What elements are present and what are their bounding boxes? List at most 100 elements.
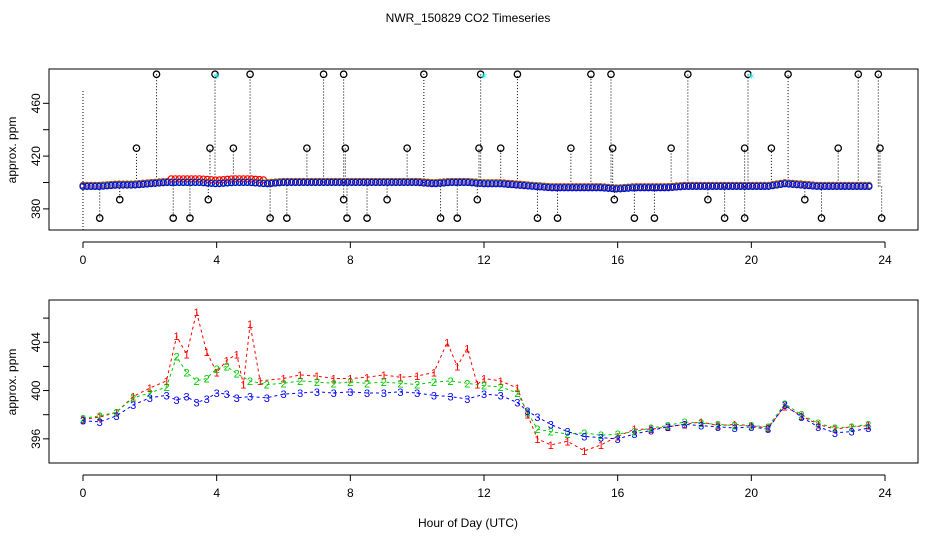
cyan-marker: * bbox=[748, 71, 754, 85]
series-3-point bbox=[396, 178, 404, 187]
series-3-point bbox=[348, 178, 356, 187]
series-3-point bbox=[749, 182, 757, 191]
series-3-point bbox=[263, 180, 272, 188]
flagged-point bbox=[784, 70, 792, 79]
series-3-point bbox=[452, 178, 460, 187]
series-3-point bbox=[520, 182, 528, 190]
flagged-point bbox=[186, 214, 194, 222]
series-3-point: 3 bbox=[464, 394, 470, 406]
flagged-point bbox=[211, 70, 219, 79]
series-3-point bbox=[352, 178, 360, 187]
series-3-point bbox=[588, 184, 596, 192]
series-2-point: 2 bbox=[748, 421, 754, 433]
series-3-point bbox=[484, 180, 492, 188]
series-3-point: 3 bbox=[331, 388, 337, 400]
series-3-point: 3 bbox=[865, 423, 871, 435]
x-tick-label: 8 bbox=[347, 253, 354, 267]
series-3-point bbox=[789, 180, 797, 189]
series-3-point bbox=[420, 179, 428, 187]
flagged-point bbox=[204, 195, 213, 204]
series-3-point bbox=[737, 182, 745, 191]
bottom-y-axis-label: approx. ppm bbox=[5, 349, 19, 416]
series-3-point bbox=[805, 182, 813, 190]
y-tick-label: 404 bbox=[29, 332, 43, 352]
series-1-point: 1 bbox=[147, 383, 153, 395]
series-3-point bbox=[616, 185, 624, 193]
series-1-point: 1 bbox=[347, 373, 353, 385]
series-3-point bbox=[668, 183, 677, 192]
flagged-point bbox=[339, 70, 348, 79]
series-2-point: 2 bbox=[214, 364, 220, 376]
flagged-point bbox=[817, 214, 826, 222]
series-3-point bbox=[757, 182, 765, 191]
series-3-point bbox=[600, 184, 608, 192]
series-3-point bbox=[356, 178, 364, 187]
series-1-point: 1 bbox=[514, 383, 520, 395]
series-1-point: 1 bbox=[431, 367, 437, 379]
series-1-point: 1 bbox=[364, 372, 370, 384]
series-3-point bbox=[83, 182, 91, 191]
series-3-point bbox=[291, 178, 300, 187]
series-3-point bbox=[139, 180, 147, 188]
x-tick-label: 20 bbox=[745, 253, 759, 267]
series-1-point: 1 bbox=[631, 424, 637, 436]
series-1-point: 1 bbox=[454, 361, 460, 373]
x-tick-label: 0 bbox=[80, 486, 87, 500]
series-2-point: 2 bbox=[581, 428, 587, 440]
x-tick-label: 16 bbox=[611, 253, 625, 267]
series-3-point bbox=[183, 178, 191, 187]
series-3-point: 3 bbox=[174, 395, 180, 407]
series-2-point: 2 bbox=[832, 423, 838, 435]
series-3-point bbox=[488, 180, 496, 188]
series-1-point bbox=[251, 175, 260, 183]
series-3-point bbox=[604, 184, 612, 192]
series-3-point bbox=[841, 182, 849, 191]
series-3-point: 3 bbox=[681, 419, 687, 431]
flagged-point bbox=[553, 214, 562, 222]
series-3-point bbox=[809, 182, 817, 190]
series-3-point bbox=[676, 183, 685, 191]
series-3-point: 3 bbox=[715, 422, 721, 434]
series-1-line bbox=[82, 311, 869, 452]
series-3-point: 3 bbox=[798, 412, 804, 424]
series-3-point: 3 bbox=[648, 425, 654, 437]
series-3-point bbox=[103, 182, 111, 190]
series-3-point bbox=[833, 182, 841, 191]
x-tick-label: 16 bbox=[611, 486, 625, 500]
flagged-point bbox=[206, 144, 214, 153]
flagged-point bbox=[246, 70, 254, 79]
series-3-point bbox=[528, 182, 536, 190]
flagged-point bbox=[475, 144, 483, 153]
series-3-point bbox=[191, 178, 199, 187]
series-1-point: 1 bbox=[698, 417, 704, 429]
flagged-point bbox=[610, 195, 619, 204]
series-3-point bbox=[608, 185, 616, 193]
series-3-point: 3 bbox=[748, 422, 754, 434]
series-2-point: 2 bbox=[347, 377, 353, 389]
flagged-point bbox=[607, 70, 615, 79]
series-3-point bbox=[797, 181, 805, 189]
series-2-point: 2 bbox=[130, 393, 136, 405]
flagged-point bbox=[587, 70, 595, 79]
series-1-point bbox=[203, 175, 211, 183]
series-3-point bbox=[388, 178, 396, 187]
series-1-point: 1 bbox=[184, 349, 190, 361]
series-3-point bbox=[532, 183, 540, 191]
series-3-point bbox=[508, 181, 516, 189]
x-tick-label: 4 bbox=[213, 486, 220, 500]
series-2-point: 2 bbox=[865, 419, 871, 431]
series-3-point bbox=[372, 178, 380, 187]
series-3-point bbox=[324, 178, 332, 187]
series-2-point: 2 bbox=[264, 380, 270, 392]
series-3-point: 3 bbox=[534, 412, 540, 424]
flagged-point bbox=[740, 214, 749, 222]
series-3-point: 3 bbox=[147, 393, 153, 405]
series-3-point bbox=[275, 179, 284, 187]
series-3-point bbox=[560, 184, 568, 192]
series-1-point: 1 bbox=[474, 380, 480, 392]
series-3-point: 3 bbox=[832, 428, 838, 440]
series-3-point bbox=[640, 184, 649, 192]
flagged-point bbox=[740, 144, 749, 153]
series-3-point bbox=[632, 184, 640, 192]
x-tick-label: 24 bbox=[878, 486, 892, 500]
